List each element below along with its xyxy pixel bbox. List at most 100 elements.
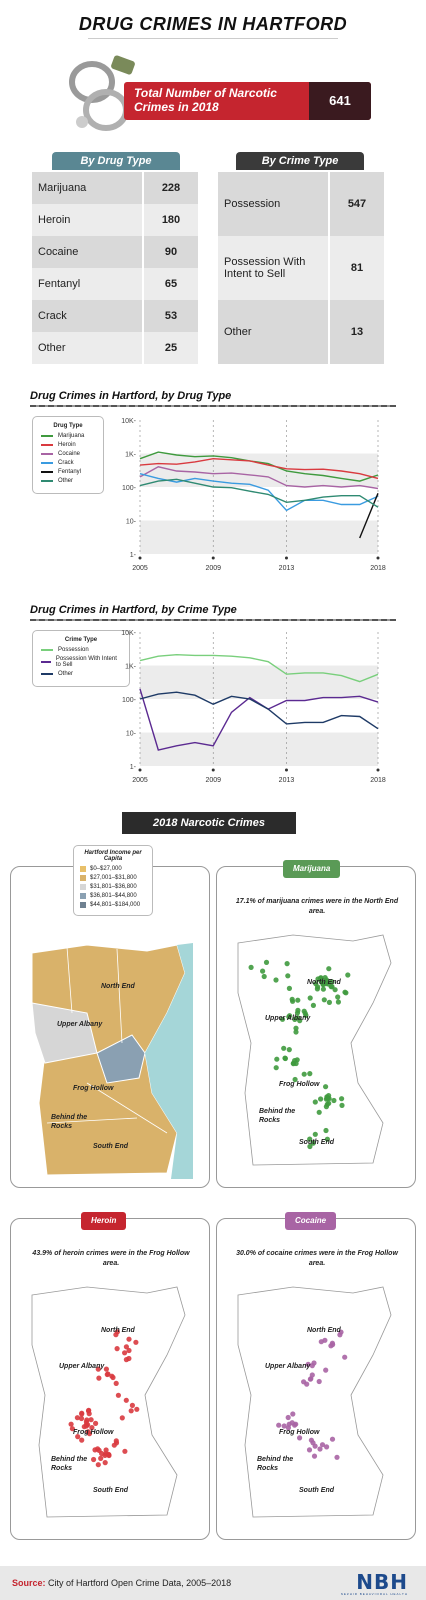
handcuffs-icon xyxy=(69,55,135,131)
series-line-crack xyxy=(139,473,379,512)
label-upper-albany: Upper Albany xyxy=(265,1015,311,1022)
map-outline xyxy=(237,934,392,1166)
table-row: Other 25 xyxy=(32,332,198,364)
series-line-possession xyxy=(139,653,379,683)
legend-swatch xyxy=(41,661,51,663)
legend-item: Possession With Intent to Sell xyxy=(41,656,121,668)
marijuana-caption: 17.1% of marijuana crimes were in the No… xyxy=(235,898,399,915)
page-title: DRUG CRIMES IN HARTFORD xyxy=(78,14,348,34)
x-tick-label: 2013 xyxy=(279,565,295,572)
x-tick-label: 2018 xyxy=(370,565,386,572)
crime-dot xyxy=(292,1016,298,1022)
crime-dot xyxy=(102,1460,108,1466)
cocaine-dot-map xyxy=(237,1286,392,1518)
crime-dot xyxy=(323,1084,329,1090)
crime-dot xyxy=(133,1339,139,1345)
legend-item: $0–$27,000 xyxy=(80,866,146,872)
y-tick-label: 10- xyxy=(126,731,137,738)
crime-dot xyxy=(309,1363,315,1369)
legend-item: Marijuana xyxy=(41,433,95,439)
chart1-divider xyxy=(30,405,396,407)
crime-dot xyxy=(318,1096,324,1102)
crime-dot xyxy=(122,1350,128,1356)
crime-dot xyxy=(312,1443,318,1449)
crime-dot xyxy=(68,1421,74,1427)
crime-dot xyxy=(320,986,326,992)
crime-dot xyxy=(328,984,334,990)
legend-label: Possession With Intent to Sell xyxy=(55,656,117,668)
crime-dot xyxy=(281,1045,287,1051)
hartford-income-map xyxy=(31,943,193,1179)
crime-dot xyxy=(326,999,332,1005)
marijuana-dot-map xyxy=(237,934,392,1166)
crime-dot xyxy=(86,1407,92,1413)
row-value: 81 xyxy=(328,236,384,300)
crime-dot xyxy=(122,1448,128,1454)
crime-dot xyxy=(323,981,329,987)
legend-label: $27,001–$31,800 xyxy=(90,875,137,881)
grid-band xyxy=(140,665,378,699)
crime-dot xyxy=(273,977,279,983)
legend-swatch xyxy=(80,884,86,890)
crime-dot xyxy=(103,1447,109,1453)
table-row: Possession 547 xyxy=(218,172,384,236)
legend-label: Other xyxy=(58,671,74,677)
crime-dot xyxy=(293,1029,299,1035)
legend-label: Fentanyl xyxy=(58,469,82,475)
label-frog-hollow: Frog Hollow xyxy=(73,1429,114,1436)
crime-dot xyxy=(287,1013,293,1019)
crime-dot xyxy=(95,1366,101,1372)
legend-label: $0–$27,000 xyxy=(90,866,122,872)
cocaine-caption: 30.0% of cocaine crimes were in the Frog… xyxy=(236,1250,398,1267)
crime-dot xyxy=(260,968,266,974)
crime-dot xyxy=(96,1375,102,1381)
crime-dot xyxy=(273,1065,279,1071)
crime-dot xyxy=(308,1437,314,1443)
row-value: 13 xyxy=(328,300,384,364)
tab-by-crime-type: By Crime Type xyxy=(236,152,364,170)
crime-dot xyxy=(115,1392,121,1398)
legend-item: $44,801–$184,000 xyxy=(80,902,146,908)
crime-dot xyxy=(113,1332,119,1338)
label-south-end: South End xyxy=(299,1487,334,1494)
crime-dot xyxy=(317,1446,323,1452)
legend-item: Possession xyxy=(41,647,121,653)
table-row: Other 13 xyxy=(218,300,384,364)
crime-dot xyxy=(123,1344,129,1350)
crime-dot xyxy=(312,1131,318,1137)
crime-dot xyxy=(285,973,291,979)
legend-title: Drug Type xyxy=(53,423,83,429)
row-value: 53 xyxy=(142,300,198,332)
table-row: Crack 53 xyxy=(32,300,198,332)
label-upper-albany: Upper Albany xyxy=(59,1363,105,1370)
legend-item: Crack xyxy=(41,460,95,466)
crime-dot xyxy=(343,990,349,996)
legend-swatch xyxy=(41,480,53,482)
cocaine-tag: Cocaine xyxy=(285,1212,337,1230)
crime-dot xyxy=(318,1339,324,1345)
legend-label: Other xyxy=(58,478,74,484)
crime-dot xyxy=(307,995,313,1001)
crime-dot xyxy=(321,997,327,1003)
row-label: Heroin xyxy=(38,214,71,226)
legend-item: Heroin xyxy=(41,442,95,448)
series-line-other xyxy=(139,478,379,508)
crime-dot xyxy=(316,1378,322,1385)
grid-band xyxy=(140,732,378,766)
chart1-legend: Drug Type Marijuana Heroin Cocaine Crack… xyxy=(32,416,104,494)
crime-dot xyxy=(335,999,341,1005)
total-crimes-box: Total Number of Narcotic Crimes in 2018 … xyxy=(124,82,371,120)
crime-dot xyxy=(323,1367,329,1373)
x-tick-label: 2005 xyxy=(132,777,148,784)
row-label: Possession With Intent to Sell xyxy=(224,256,306,280)
crime-dot xyxy=(110,1374,116,1381)
legend-item: Cocaine xyxy=(41,451,95,457)
table-row: Cocaine 90 xyxy=(32,236,198,268)
crime-dot xyxy=(106,1452,112,1459)
row-value: 228 xyxy=(142,172,198,204)
x-tick-dot xyxy=(284,768,288,772)
crime-dot xyxy=(323,1127,329,1134)
legend-swatch xyxy=(41,435,53,437)
crime-dot xyxy=(332,987,338,993)
legend-label: Cocaine xyxy=(58,451,81,457)
